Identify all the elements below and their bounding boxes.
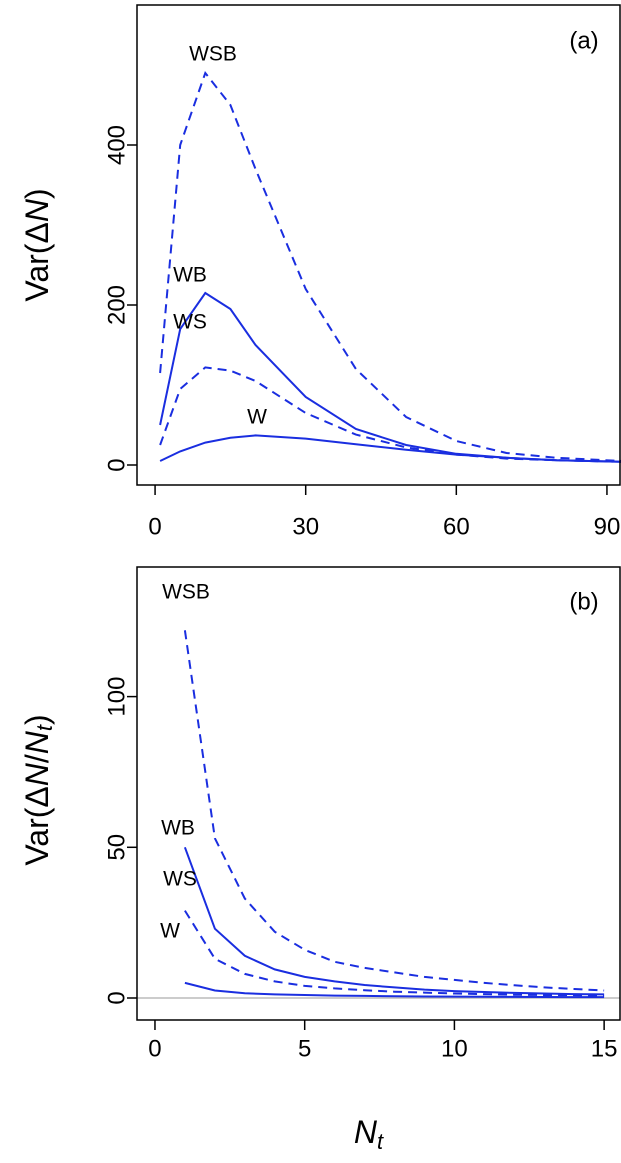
x-axis-label: Nt (354, 1114, 384, 1153)
panel-label: (a) (569, 27, 598, 54)
y-axis-label: Var(ΔN/Nt) (19, 714, 56, 865)
x-tick-label: 15 (591, 1035, 618, 1062)
series-line (184, 910, 605, 997)
x-tick-label: 5 (298, 1035, 311, 1062)
y-axis-label-part: ) (19, 188, 55, 199)
series-label: WS (163, 868, 197, 891)
lines (183, 630, 605, 999)
y-axis-label-part: / (19, 754, 55, 763)
x-tick-label: 30 (292, 513, 319, 540)
panel-label: (b) (569, 588, 598, 615)
y-tick-label: 100 (103, 677, 130, 717)
y-axis-label-part: N (19, 730, 55, 754)
series-label: WSB (162, 581, 210, 604)
lines (159, 70, 621, 463)
series-line (184, 981, 605, 999)
y-axis-label-part: N (19, 762, 55, 786)
series-label: WB (173, 264, 207, 287)
y-tick-label: 50 (103, 834, 130, 861)
panel: WSB WB WS W 0 30 60 90 0 200 400 (a) Var(ΔN) (19, 4, 621, 540)
series-label: WSB (189, 43, 237, 66)
series-label: W (247, 406, 267, 429)
y-axis-label-part: ) (19, 714, 55, 725)
x-tick-label: 90 (594, 513, 621, 540)
x-tick-label: 10 (441, 1035, 468, 1062)
y-axis-label-part: Var(Δ (19, 786, 55, 865)
y-tick-label: 0 (103, 991, 130, 1004)
plot-frame (136, 4, 621, 486)
y-tick-label: 400 (103, 125, 130, 165)
plot-frame (136, 566, 621, 1021)
series-label: W (160, 920, 180, 943)
series-label: WS (173, 311, 207, 334)
y-axis-label-part: N (19, 198, 55, 222)
series-line (183, 630, 605, 992)
y-axis-label-part: t (32, 724, 57, 731)
y-axis-label-part: Var(Δ (19, 222, 55, 301)
x-axis-label-part: N (354, 1114, 378, 1150)
y-tick-label: 0 (103, 458, 130, 471)
series-line (159, 291, 621, 463)
x-axis-label-part: t (377, 1129, 384, 1154)
series-label: WB (161, 817, 195, 840)
y-axis-label: Var(ΔN) (19, 188, 55, 301)
x-tick-label: 0 (148, 1035, 161, 1062)
series-line (183, 846, 605, 996)
x-tick-label: 60 (443, 513, 470, 540)
x-tick-label: 0 (148, 513, 161, 540)
series-line (159, 70, 621, 462)
series-line (159, 434, 621, 463)
y-tick-label: 200 (103, 285, 130, 325)
